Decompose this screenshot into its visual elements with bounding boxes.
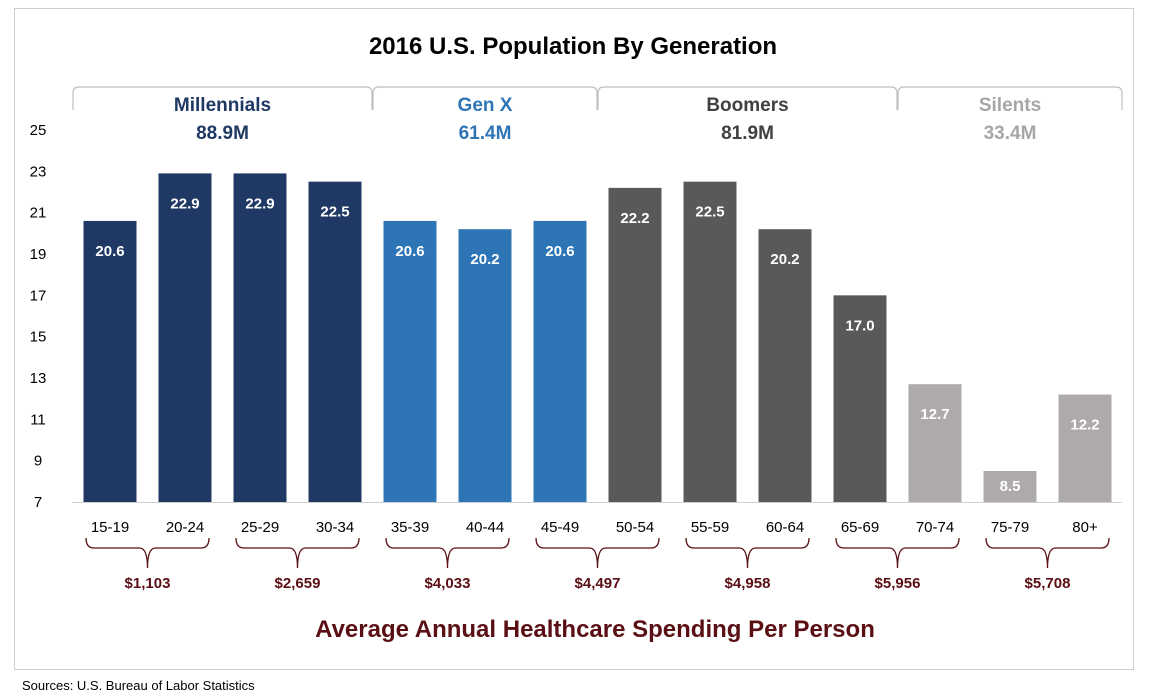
y-tick-label: 25 <box>30 122 47 139</box>
y-tick-label: 17 <box>30 287 47 304</box>
generation-population: 81.9M <box>721 123 774 144</box>
spending-brackets: $1,103 $2,659 $4,033 $4,497 $4,958 $5,956 $5,7… <box>85 537 1110 592</box>
generation-headers: Millennials 88.9M Gen X 61.4M Boomers 81.9M Si… <box>72 86 1123 144</box>
bar-value-label: 20.6 <box>95 243 124 260</box>
spending-bracket <box>85 537 210 569</box>
spending-label: $4,033 <box>425 575 471 592</box>
bar-value-label: 17.0 <box>845 317 874 334</box>
x-tick-label: 25-29 <box>241 519 279 536</box>
spending-label: $4,497 <box>575 575 621 592</box>
y-tick-label: 15 <box>30 329 47 346</box>
bar-value-label: 22.9 <box>170 195 199 212</box>
bar-35-39 <box>383 220 437 502</box>
y-tick-label: 7 <box>34 494 42 511</box>
generation-population: 33.4M <box>984 123 1037 144</box>
bars: 20.6 22.9 22.9 22.5 20.6 20.2 20.6 22.2 22.5 20.2… <box>83 173 1112 502</box>
generation-population: 61.4M <box>459 123 512 144</box>
generation-bracket <box>72 86 373 110</box>
x-tick-label: 55-59 <box>691 519 729 536</box>
generation-bracket <box>597 86 898 110</box>
spending-bracket <box>835 537 960 569</box>
source-note: Sources: U.S. Bureau of Labor Statistics <box>22 678 255 693</box>
y-axis: 7 9 11 13 15 17 19 21 23 25 <box>30 122 47 511</box>
spending-bracket <box>685 537 810 569</box>
x-tick-label: 20-24 <box>166 519 204 536</box>
bar-value-label: 22.2 <box>620 210 649 227</box>
bar-value-label: 22.5 <box>695 204 724 221</box>
generation-name: Silents <box>979 95 1041 116</box>
bar-55-59 <box>683 181 737 502</box>
chart-subtitle: Average Annual Healthcare Spending Per P… <box>315 616 875 643</box>
spending-bracket <box>535 537 660 569</box>
bar-60-64 <box>758 229 812 502</box>
generation-name: Millennials <box>174 95 271 116</box>
bar-value-label: 20.2 <box>470 251 499 268</box>
bar-15-19 <box>83 220 137 502</box>
x-tick-label: 15-19 <box>91 519 129 536</box>
bar-value-label: 20.6 <box>395 243 424 260</box>
bar-70-74 <box>908 384 962 502</box>
chart-title: 2016 U.S. Population By Generation <box>369 33 777 60</box>
y-tick-label: 23 <box>30 163 47 180</box>
generation-population: 88.9M <box>196 123 249 144</box>
spending-label: $5,708 <box>1025 575 1071 592</box>
spending-bracket <box>235 537 360 569</box>
bar-value-label: 12.2 <box>1070 417 1099 434</box>
bar-20-24 <box>158 173 212 502</box>
bar-value-label: 8.5 <box>1000 478 1021 495</box>
x-tick-label: 35-39 <box>391 519 429 536</box>
bar-50-54 <box>608 187 662 502</box>
bar-value-label: 22.5 <box>320 204 349 221</box>
bar-value-label: 22.9 <box>245 195 274 212</box>
y-tick-label: 11 <box>30 411 46 428</box>
x-tick-label: 65-69 <box>841 519 879 536</box>
generation-bracket <box>897 86 1123 110</box>
bar-65-69 <box>833 295 887 502</box>
generation-bracket <box>372 86 598 110</box>
bar-value-label: 20.2 <box>770 251 799 268</box>
x-tick-label: 45-49 <box>541 519 579 536</box>
x-tick-label: 50-54 <box>616 519 654 536</box>
generation-name: Gen X <box>458 95 513 116</box>
bar-40-44 <box>458 229 512 502</box>
bar-80+ <box>1058 394 1112 502</box>
bar-value-label: 20.6 <box>545 243 574 260</box>
bar-30-34 <box>308 181 362 502</box>
spending-bracket <box>385 537 510 569</box>
y-tick-label: 9 <box>34 453 42 470</box>
spending-label: $1,103 <box>125 575 171 592</box>
spending-label: $2,659 <box>275 575 321 592</box>
bar-75-79 <box>983 471 1037 502</box>
generation-name: Boomers <box>706 95 788 116</box>
spending-bracket <box>985 537 1110 569</box>
x-axis: 15-19 20-24 25-29 30-34 35-39 40-44 45-49 50-54… <box>72 502 1122 536</box>
x-tick-label: 75-79 <box>991 519 1029 536</box>
bar-value-label: 12.7 <box>920 406 949 423</box>
y-tick-label: 13 <box>30 370 47 387</box>
bar-25-29 <box>233 173 287 502</box>
x-tick-label: 80+ <box>1072 519 1098 536</box>
bar-45-49 <box>533 220 587 502</box>
spending-label: $4,958 <box>725 575 771 592</box>
spending-label: $5,956 <box>875 575 921 592</box>
y-tick-label: 21 <box>30 205 47 222</box>
x-tick-label: 70-74 <box>916 519 954 536</box>
x-tick-label: 30-34 <box>316 519 354 536</box>
x-tick-label: 40-44 <box>466 519 504 536</box>
y-tick-label: 19 <box>30 246 47 263</box>
x-tick-label: 60-64 <box>766 519 804 536</box>
